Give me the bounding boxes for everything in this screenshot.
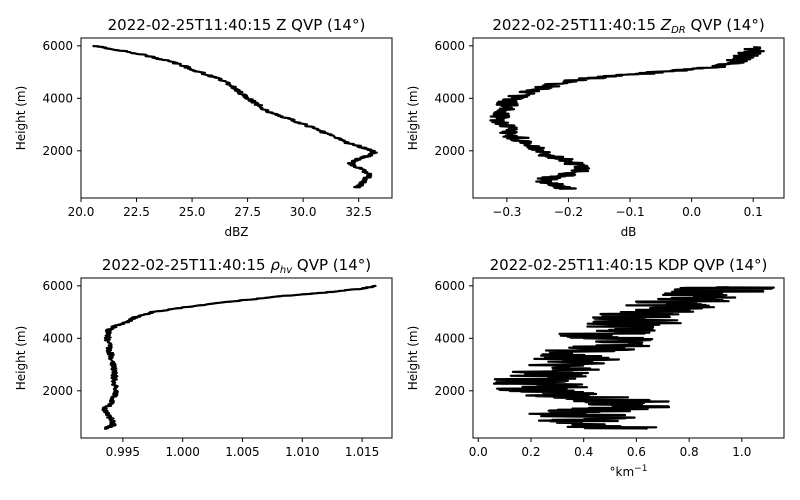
x-tick-label: 1.0 (732, 445, 751, 459)
x-tick-label: 0.6 (627, 445, 646, 459)
x-tick-label: 0.8 (680, 445, 699, 459)
chart-panel-4: 2022-02-25T11:40:15 KDP QVP (14°) 0.0 0.2 0… (406, 256, 785, 479)
x-tick-label: 27.5 (234, 205, 261, 219)
y-tick-label: 6000 (42, 39, 73, 53)
y-tick-label: 2000 (434, 144, 465, 158)
title-subscript: DR (671, 25, 686, 36)
x-tick-label: 0.0 (682, 205, 701, 219)
y-tick-label: 2000 (42, 144, 73, 158)
title-suffix: QVP (14°) (292, 256, 371, 274)
chart-panel-2: 2022-02-25T11:40:15 ZDR QVP (14°) −0.3 −0.… (406, 16, 785, 239)
plot-area (472, 37, 785, 199)
x-tick-label: 0.1 (744, 205, 763, 219)
x-axis-label-base: °km (610, 465, 635, 479)
x-tick-label: 1.010 (285, 445, 319, 459)
y-tick-label: 4000 (42, 91, 73, 105)
series-line (492, 286, 775, 430)
x-axis-label: dB (621, 225, 637, 239)
y-tick-label: 2000 (434, 384, 465, 398)
x-axis-label: °km−1 (610, 464, 648, 479)
plot-area (80, 277, 393, 439)
x-tick-label: 0.995 (106, 445, 140, 459)
x-tick-label: 1.000 (165, 445, 199, 459)
chart-panel-1: 2022-02-25T11:40:15 Z QVP (14°) 20.0 22.5 2… (14, 16, 393, 239)
x-tick-label: 30.0 (290, 205, 317, 219)
y-tick-label: 6000 (434, 39, 465, 53)
title-variable: Z (660, 16, 672, 34)
chart-panel-3: 2022-02-25T11:40:15 ρhv QVP (14°) 0.995 1.… (14, 256, 393, 459)
chart-title: 2022-02-25T11:40:15 ZDR QVP (14°) (492, 16, 764, 36)
x-tick-label: 32.5 (345, 205, 372, 219)
x-tick-label: −0.3 (492, 205, 521, 219)
chart-title: 2022-02-25T11:40:15 Z QVP (14°) (108, 16, 366, 34)
x-tick-label: 20.0 (68, 205, 95, 219)
x-tick-label: 0.4 (574, 445, 593, 459)
x-tick-label: 1.015 (345, 445, 379, 459)
y-axis-label: Height (m) (406, 86, 420, 151)
y-tick-label: 4000 (434, 91, 465, 105)
title-suffix: QVP (14°) (686, 16, 765, 34)
y-tick-label: 6000 (42, 279, 73, 293)
plot-area (472, 277, 785, 439)
y-axis-label: Height (m) (14, 86, 28, 151)
chart-title: 2022-02-25T11:40:15 KDP QVP (14°) (490, 256, 768, 274)
x-axis-label: dBZ (224, 225, 248, 239)
y-axis-label: Height (m) (14, 326, 28, 391)
x-tick-label: 22.5 (123, 205, 150, 219)
series-line (101, 284, 377, 430)
y-tick-label: 2000 (42, 384, 73, 398)
y-tick-label: 6000 (434, 279, 465, 293)
y-axis-label: Height (m) (406, 326, 420, 391)
title-prefix: 2022-02-25T11:40:15 (492, 16, 660, 34)
y-tick-label: 4000 (434, 331, 465, 345)
x-tick-label: 0.2 (521, 445, 540, 459)
chart-title: 2022-02-25T11:40:15 ρhv QVP (14°) (102, 256, 371, 276)
y-tick-label: 4000 (42, 331, 73, 345)
x-tick-label: 25.0 (179, 205, 206, 219)
series-line (489, 46, 765, 190)
x-tick-label: 1.005 (225, 445, 259, 459)
x-tick-label: −0.1 (615, 205, 644, 219)
plot-area (80, 37, 393, 199)
x-tick-label: 0.0 (469, 445, 488, 459)
title-variable: ρ (270, 256, 280, 274)
x-axis-label-exponent: −1 (634, 464, 647, 474)
title-subscript: hv (280, 265, 293, 276)
x-tick-label: −0.2 (554, 205, 583, 219)
series-line (92, 44, 378, 189)
title-prefix: 2022-02-25T11:40:15 (102, 256, 270, 274)
